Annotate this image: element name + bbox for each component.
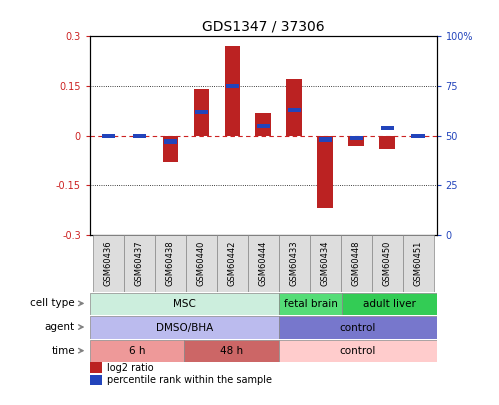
Bar xyxy=(286,79,302,136)
Bar xyxy=(279,293,342,315)
Bar xyxy=(349,136,363,140)
Text: agent: agent xyxy=(45,322,75,332)
Text: GSM60436: GSM60436 xyxy=(104,241,113,286)
Bar xyxy=(318,137,332,142)
Bar xyxy=(287,108,301,112)
Text: GSM60433: GSM60433 xyxy=(290,241,299,286)
Bar xyxy=(279,316,437,339)
Text: log2 ratio: log2 ratio xyxy=(107,363,154,373)
Bar xyxy=(279,235,310,292)
Bar xyxy=(381,126,394,130)
Bar xyxy=(90,293,279,315)
Title: GDS1347 / 37306: GDS1347 / 37306 xyxy=(202,20,324,34)
Text: cell type: cell type xyxy=(30,298,75,309)
Bar xyxy=(93,235,124,292)
Bar xyxy=(155,235,186,292)
Bar xyxy=(256,124,270,128)
Text: fetal brain: fetal brain xyxy=(283,299,337,309)
Bar xyxy=(372,235,403,292)
Text: 48 h: 48 h xyxy=(220,346,243,356)
Bar xyxy=(248,235,279,292)
Bar xyxy=(379,136,395,149)
Bar xyxy=(163,136,178,162)
Bar xyxy=(317,136,333,209)
Bar xyxy=(217,235,248,292)
Bar xyxy=(164,139,177,144)
Bar xyxy=(90,362,102,373)
Bar xyxy=(124,235,155,292)
Text: time: time xyxy=(51,345,75,356)
Bar xyxy=(341,235,372,292)
Bar xyxy=(348,136,364,146)
Bar xyxy=(403,235,434,292)
Bar xyxy=(186,235,217,292)
Bar xyxy=(226,84,239,88)
Text: GSM60437: GSM60437 xyxy=(135,241,144,286)
Text: DMSO/BHA: DMSO/BHA xyxy=(156,323,213,333)
Text: GSM60451: GSM60451 xyxy=(414,241,423,286)
Bar xyxy=(255,113,271,136)
Bar xyxy=(194,90,209,136)
Text: control: control xyxy=(340,323,376,333)
Bar xyxy=(102,134,115,138)
Text: GSM60434: GSM60434 xyxy=(321,241,330,286)
Text: GSM60442: GSM60442 xyxy=(228,241,237,286)
Text: GSM60448: GSM60448 xyxy=(352,241,361,286)
Bar xyxy=(185,340,279,362)
Bar xyxy=(133,134,146,138)
Bar xyxy=(310,235,341,292)
Bar xyxy=(90,340,185,362)
Bar xyxy=(412,134,425,138)
Text: MSC: MSC xyxy=(173,299,196,309)
Bar xyxy=(195,110,208,114)
Bar xyxy=(90,316,279,339)
Text: GSM60450: GSM60450 xyxy=(383,241,392,286)
Bar xyxy=(342,293,437,315)
Bar xyxy=(279,340,437,362)
Text: GSM60438: GSM60438 xyxy=(166,241,175,286)
Text: control: control xyxy=(340,346,376,356)
Text: adult liver: adult liver xyxy=(363,299,416,309)
Text: GSM60440: GSM60440 xyxy=(197,241,206,286)
Text: percentile rank within the sample: percentile rank within the sample xyxy=(107,375,272,385)
Bar xyxy=(225,47,240,136)
Bar xyxy=(90,375,102,385)
Text: GSM60444: GSM60444 xyxy=(258,241,268,286)
Text: 6 h: 6 h xyxy=(129,346,145,356)
